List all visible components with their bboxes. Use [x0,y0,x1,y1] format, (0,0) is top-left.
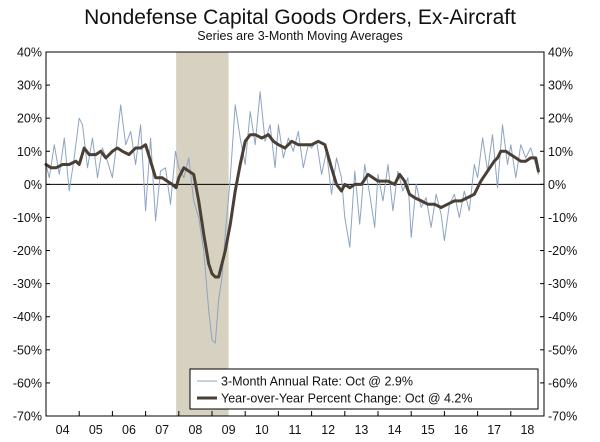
x-tick-label: 09 [222,423,236,437]
y-tick-label-right: 20% [548,112,573,126]
series-layer [44,91,540,344]
y-tick-label-right: -40% [548,310,577,324]
x-tick-label: 13 [354,423,368,437]
legend-label-annual-rate: 3-Month Annual Rate: Oct @ 2.9% [221,375,413,389]
x-tick-label: 12 [321,423,335,437]
legend-box [189,368,539,410]
x-tick-label: 15 [421,423,435,437]
legend: 3-Month Annual Rate: Oct @ 2.9% Year-ove… [189,368,539,410]
y-tick-label-right: -10% [548,211,577,225]
y-tick-label-right: 10% [548,145,573,159]
y-tick-label-left: 0% [24,178,42,192]
series-line-annual-rate [45,91,539,344]
legend-label-yoy-change: Year-over-Year Percent Change: Oct @ 4.2… [221,392,472,406]
y-tick-label-right: -60% [548,376,577,390]
x-tick-label: 17 [487,423,501,437]
x-tick-label: 04 [56,423,70,437]
y-tick-label-right: -70% [548,410,577,424]
y-tick-label-left: -70% [13,410,42,424]
series-line-yoy-change [44,133,540,279]
y-tick-label-right: 30% [548,79,573,93]
y-tick-label-left: -10% [13,211,42,225]
y-tick-label-left: 30% [17,79,42,93]
x-tick-label: 05 [89,423,103,437]
y-tick-label-left: 10% [17,145,42,159]
y-tick-label-left: -30% [13,277,42,291]
x-tick-label: 10 [255,423,269,437]
chart-subtitle: Series are 3-Month Moving Averages [197,29,402,43]
ticks-layer: 40% 40% 30% 30% 20% 20% 10% 10% 0% 0% -10% -10% -20%… [13,46,577,438]
y-tick-label-left: -40% [13,310,42,324]
x-tick-label: 07 [155,423,169,437]
x-tick-label: 08 [188,423,202,437]
y-tick-label-right: -50% [548,343,577,357]
y-tick-label-left: -60% [13,376,42,390]
y-tick-label-right: -30% [548,277,577,291]
x-tick-label: 14 [388,423,402,437]
y-tick-label-left: 40% [17,46,42,60]
x-tick-label: 16 [454,423,468,437]
y-tick-label-right: -20% [548,244,577,258]
x-tick-label: 06 [122,423,136,437]
y-tick-label-right: 0% [548,178,566,192]
plot-frame [45,51,545,417]
y-tick-label-left: -20% [13,244,42,258]
y-tick-label-right: 40% [548,46,573,60]
y-tick-label-left: -50% [13,343,42,357]
x-tick-label: 18 [520,423,534,437]
chart-title: Nondefense Capital Goods Orders, Ex-Airc… [84,6,516,29]
y-tick-label-left: 20% [17,112,42,126]
x-tick-label: 11 [289,423,302,437]
